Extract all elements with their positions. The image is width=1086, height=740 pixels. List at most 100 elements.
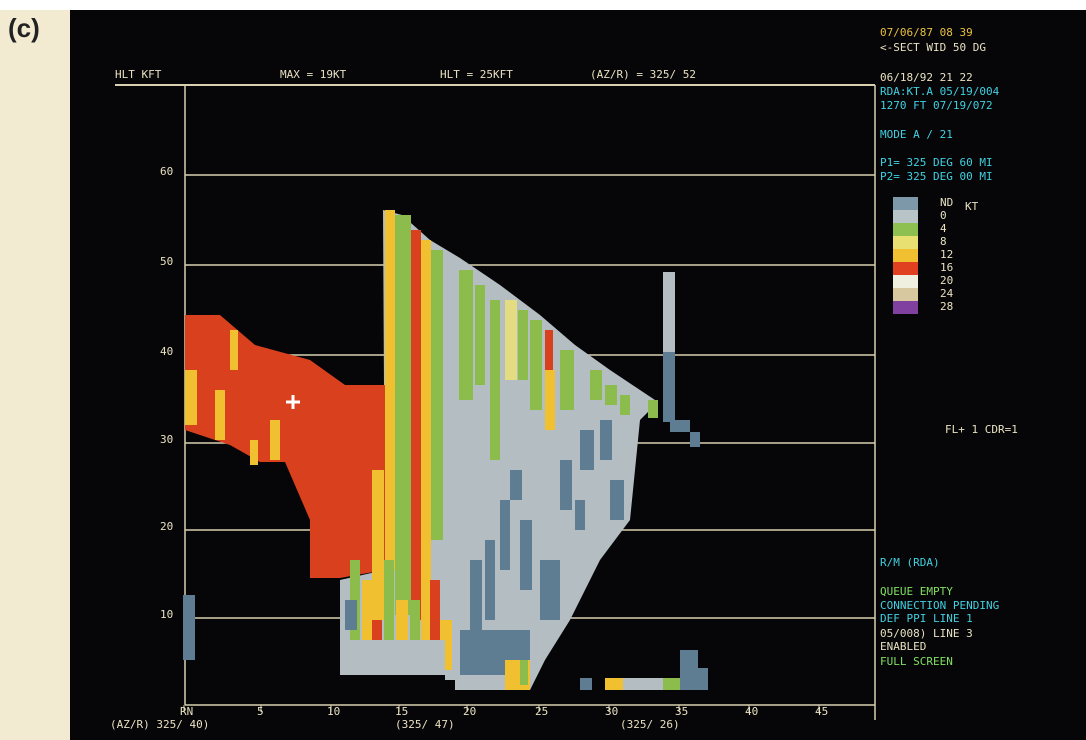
status-text: 06/18/92 21 22: [880, 71, 973, 84]
echo-cell: [610, 480, 624, 520]
echo-cell: [215, 390, 225, 440]
legend-swatch: [893, 275, 918, 288]
echo-cell: [545, 370, 555, 430]
echo-cell: [663, 352, 675, 422]
x-label: 40: [745, 705, 758, 718]
echo-cell: [475, 285, 485, 385]
legend-swatch: [893, 301, 918, 314]
echo-cell: [648, 400, 658, 418]
echo-cell: [580, 430, 594, 470]
echo-cell: [560, 460, 572, 510]
legend-unit: KT: [965, 200, 979, 213]
y-label: 10: [160, 608, 173, 621]
x-label: 5: [257, 705, 264, 718]
echo-cell: [530, 320, 542, 410]
echo-cell: [411, 230, 421, 620]
legend-label: 12: [940, 248, 953, 261]
x-label: 10: [327, 705, 340, 718]
echo-cell: [459, 270, 473, 400]
legend-swatch: [893, 223, 918, 236]
echo-cell: [250, 440, 258, 465]
top-margin: [0, 0, 1086, 10]
echo-cell: [445, 260, 459, 680]
status-text: QUEUE EMPTY: [880, 585, 953, 598]
y-label: 60: [160, 165, 173, 178]
echo-cell: [663, 272, 675, 352]
x-label: 20: [463, 705, 476, 718]
echo-cell: [395, 215, 411, 615]
x-label: 30: [605, 705, 618, 718]
echo-cell: [620, 395, 630, 415]
echo-cell: [663, 678, 681, 690]
legend-label: 4: [940, 222, 947, 235]
top-bar-text: MAX = 19KT: [280, 68, 347, 81]
echo-cell: [500, 500, 510, 570]
echo-cell: [590, 370, 602, 400]
echo-cell: [680, 650, 698, 690]
y-label: 40: [160, 345, 173, 358]
status-text: <-SECT WID 50 DG: [880, 41, 986, 54]
echo-cell: [345, 600, 357, 630]
echo-cell: [185, 370, 197, 425]
echo-cell: [605, 385, 617, 405]
legend-swatch: [893, 262, 918, 275]
y-label: 20: [160, 520, 173, 533]
legend-swatch: [893, 236, 918, 249]
bottom-bar-text: (325/ 26): [620, 718, 680, 731]
echo-cell: [385, 210, 395, 570]
panel-label: (c): [8, 13, 40, 43]
legend-label: 20: [940, 274, 953, 287]
legend-label: 0: [940, 209, 947, 222]
echo-cell: [575, 500, 585, 530]
status-text: 07/06/87 08 39: [880, 26, 973, 39]
echo-cell: [623, 678, 663, 690]
legend-label: 8: [940, 235, 947, 248]
echo-cell: [600, 420, 612, 460]
status-text: RDA:KT.A 05/19/004: [880, 85, 1000, 98]
echo-cell: [270, 420, 280, 460]
legend-swatch: [893, 197, 918, 210]
legend-label: 24: [940, 287, 954, 300]
bottom-bar-text: (325/ 47): [395, 718, 455, 731]
echo-cell: [490, 300, 500, 460]
status-text: DEF PPI LINE 1: [880, 612, 973, 625]
x-label: 25: [535, 705, 548, 718]
status-text: P1= 325 DEG 60 MI: [880, 156, 993, 169]
echo-cell: [670, 420, 690, 432]
status-text: CONNECTION PENDING: [880, 599, 999, 612]
echo-cell: [580, 678, 592, 690]
status-text: 05/008) LINE 3: [880, 627, 973, 640]
echo-cell: [230, 330, 238, 370]
top-bar-text: HLT = 25KFT: [440, 68, 513, 81]
legend-swatch: [893, 210, 918, 223]
legend-label: 28: [940, 300, 953, 313]
x-label: RN: [180, 705, 193, 718]
echo-cell: [520, 520, 532, 590]
status-text: FULL SCREEN: [880, 655, 953, 668]
echo-cell: [518, 310, 528, 380]
legend-label: 16: [940, 261, 953, 274]
echo-cell: [505, 300, 517, 380]
echo-cell: [520, 660, 528, 685]
echo-cell: [545, 330, 553, 370]
status-text: 1270 FT 07/19/072: [880, 99, 993, 112]
echo-cell: [560, 350, 574, 410]
echo-cell: [345, 640, 445, 675]
echo-cell: [605, 678, 623, 690]
x-label: 35: [675, 705, 688, 718]
echo-cell: [485, 540, 495, 620]
top-bar-text: HLT KFT: [115, 68, 162, 81]
info-text: FL+ 1 CDR=1: [945, 423, 1018, 436]
legend-label: ND: [940, 196, 953, 209]
bottom-bar-text: (AZ/R) 325/ 40): [110, 718, 209, 731]
legend-swatch: [893, 288, 918, 301]
status-text: MODE A / 21: [880, 128, 953, 141]
top-bar-text: (AZ/R) = 325/ 52: [590, 68, 696, 81]
x-label: 45: [815, 705, 828, 718]
status-text: P2= 325 DEG 00 MI: [880, 170, 993, 183]
status-text: ENABLED: [880, 640, 926, 653]
echo-cell: [510, 470, 522, 500]
radar-figure: (c) 605040302010RN51015202530354045HLT K…: [0, 0, 1086, 740]
status-text: R/M (RDA): [880, 556, 940, 569]
echo-cell: [372, 470, 384, 620]
